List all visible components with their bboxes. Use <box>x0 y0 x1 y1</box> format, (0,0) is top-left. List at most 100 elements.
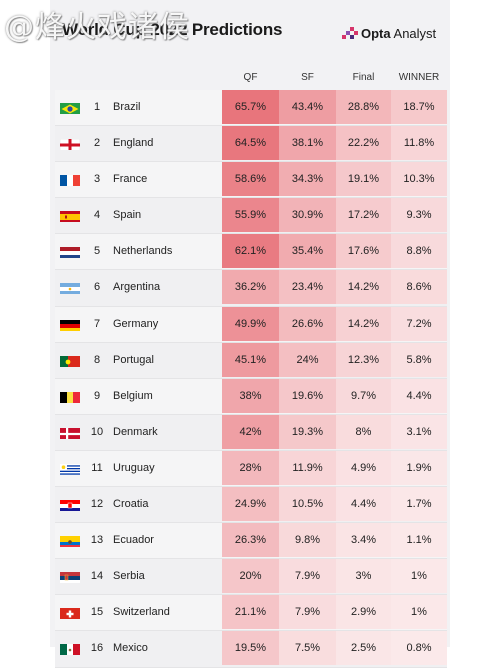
cell-sf: 7.9% <box>279 595 336 630</box>
cell-sf: 19.6% <box>279 378 336 413</box>
table-row: 1 Brazil 65.7% 43.4% 28.8% 18.7% <box>55 90 447 127</box>
cell-qf: 58.6% <box>222 162 279 197</box>
cell-final: 4.4% <box>336 487 391 522</box>
cell-qf: 45.1% <box>222 342 279 377</box>
rank-number: 10 <box>90 425 104 438</box>
rank-number: 12 <box>90 498 104 511</box>
cell-winner: 1.1% <box>391 523 447 558</box>
rank-number: 2 <box>93 137 101 150</box>
rank-number: 13 <box>90 534 104 547</box>
table-row: 7 Germany 49.9% 26.6% 14.2% 7.2% <box>55 306 447 343</box>
cell-sf: 35.4% <box>279 234 336 269</box>
cell-final: 9.7% <box>336 378 391 413</box>
table-row: 15 Switzerland 21.1% 7.9% 2.9% 1% <box>55 595 447 632</box>
rank-number: 14 <box>90 570 104 583</box>
watermark: @烽火戏诸侯 <box>4 10 190 45</box>
rank-number: 7 <box>93 317 101 330</box>
cell-qf: 26.3% <box>222 523 279 558</box>
cell-final: 28.8% <box>336 90 391 124</box>
table-row: 3 France 58.6% 34.3% 19.1% 10.3% <box>55 162 447 199</box>
rank-number: 5 <box>93 245 101 258</box>
france-flag-icon <box>60 174 80 187</box>
cell-qf: 55.9% <box>222 198 279 233</box>
cell-winner: 1.7% <box>391 487 447 522</box>
column-header-final: Final <box>352 72 375 83</box>
cell-final: 14.2% <box>336 306 391 341</box>
cell-sf: 19.3% <box>279 414 336 449</box>
spain-flag-icon <box>60 210 80 223</box>
cell-winner: 11.8% <box>391 126 447 161</box>
cell-final: 17.2% <box>336 198 391 233</box>
table-row: 8 Portugal 45.1% 24% 12.3% 5.8% <box>55 342 447 379</box>
team-name: England <box>113 137 154 150</box>
cell-final: 12.3% <box>336 342 391 377</box>
portugal-flag-icon <box>60 355 80 367</box>
cell-sf: 24% <box>279 342 336 377</box>
column-header-qf: QF <box>243 72 258 83</box>
rank-number: 8 <box>93 353 101 366</box>
cell-winner: 8.6% <box>391 270 447 305</box>
table-row: 16 Mexico 19.5% 7.5% 2.5% 0.8% <box>55 631 447 668</box>
team-name: Argentina <box>113 281 161 294</box>
table-row: 9 Belgium 38% 19.6% 9.7% 4.4% <box>55 378 447 415</box>
cell-qf: 42% <box>222 414 279 449</box>
team-name: Portugal <box>113 353 154 366</box>
cell-qf: 38% <box>222 378 279 413</box>
team-name: Brazil <box>113 101 141 113</box>
table-row: 12 Croatia 24.9% 10.5% 4.4% 1.7% <box>55 487 447 524</box>
cell-winner: 18.7% <box>391 90 447 124</box>
cell-winner: 10.3% <box>391 162 447 197</box>
mexico-flag-icon <box>60 643 80 656</box>
column-header-winner: WINNER <box>398 72 440 83</box>
rank-number: 1 <box>93 101 101 113</box>
cell-final: 22.2% <box>336 126 391 161</box>
cell-qf: 28% <box>222 450 279 485</box>
cell-sf: 7.9% <box>279 559 336 594</box>
cell-final: 2.9% <box>336 595 391 630</box>
cell-sf: 7.5% <box>279 631 336 666</box>
rank-number: 4 <box>93 209 101 222</box>
table-row: 14 Serbia 20% 7.9% 3% 1% <box>55 559 447 596</box>
cell-winner: 3.1% <box>391 414 447 449</box>
cell-final: 14.2% <box>336 270 391 305</box>
table-row: 2 England 64.5% 38.1% 22.2% 11.8% <box>55 126 447 163</box>
column-header-sf: SF <box>301 72 314 83</box>
cell-winner: 8.8% <box>391 234 447 269</box>
cell-sf: 26.6% <box>279 306 336 341</box>
cell-sf: 11.9% <box>279 450 336 485</box>
predictions-table: 1 Brazil 65.7% 43.4% 28.8% 18.7% 2 England 64.5%… <box>55 90 447 668</box>
switzerland-flag-icon <box>60 607 80 620</box>
rank-number: 6 <box>93 281 101 294</box>
cell-winner: 1% <box>391 559 447 594</box>
team-name: Germany <box>113 317 159 330</box>
table-row: 11 Uruguay 28% 11.9% 4.9% 1.9% <box>55 450 447 488</box>
cell-qf: 64.5% <box>222 126 279 161</box>
opta-logo-icon <box>342 27 358 39</box>
rank-number: 16 <box>90 642 104 655</box>
cell-final: 3% <box>336 559 391 594</box>
cell-sf: 34.3% <box>279 162 336 197</box>
rank-number: 15 <box>90 606 104 619</box>
team-name: Mexico <box>113 642 148 655</box>
team-name: France <box>113 173 148 186</box>
netherlands-flag-icon <box>60 246 80 259</box>
team-name: Denmark <box>113 425 158 438</box>
cell-final: 19.1% <box>336 162 391 197</box>
cell-final: 2.5% <box>336 631 391 666</box>
cell-winner: 4.4% <box>391 378 447 413</box>
cell-winner: 1% <box>391 595 447 630</box>
cell-sf: 30.9% <box>279 198 336 233</box>
cell-qf: 36.2% <box>222 270 279 305</box>
ecuador-flag-icon <box>60 535 80 548</box>
denmark-flag-icon <box>60 427 80 439</box>
cell-sf: 38.1% <box>279 126 336 161</box>
cell-final: 17.6% <box>336 234 391 269</box>
page-title: World Cup 2022 Predictions <box>62 20 283 39</box>
team-name: Ecuador <box>113 534 154 547</box>
cell-winner: 0.8% <box>391 631 447 666</box>
belgium-flag-icon <box>60 391 80 403</box>
cell-qf: 21.1% <box>222 595 279 630</box>
cell-winner: 7.2% <box>391 306 447 341</box>
cell-final: 3.4% <box>336 523 391 558</box>
cell-qf: 62.1% <box>222 234 279 269</box>
